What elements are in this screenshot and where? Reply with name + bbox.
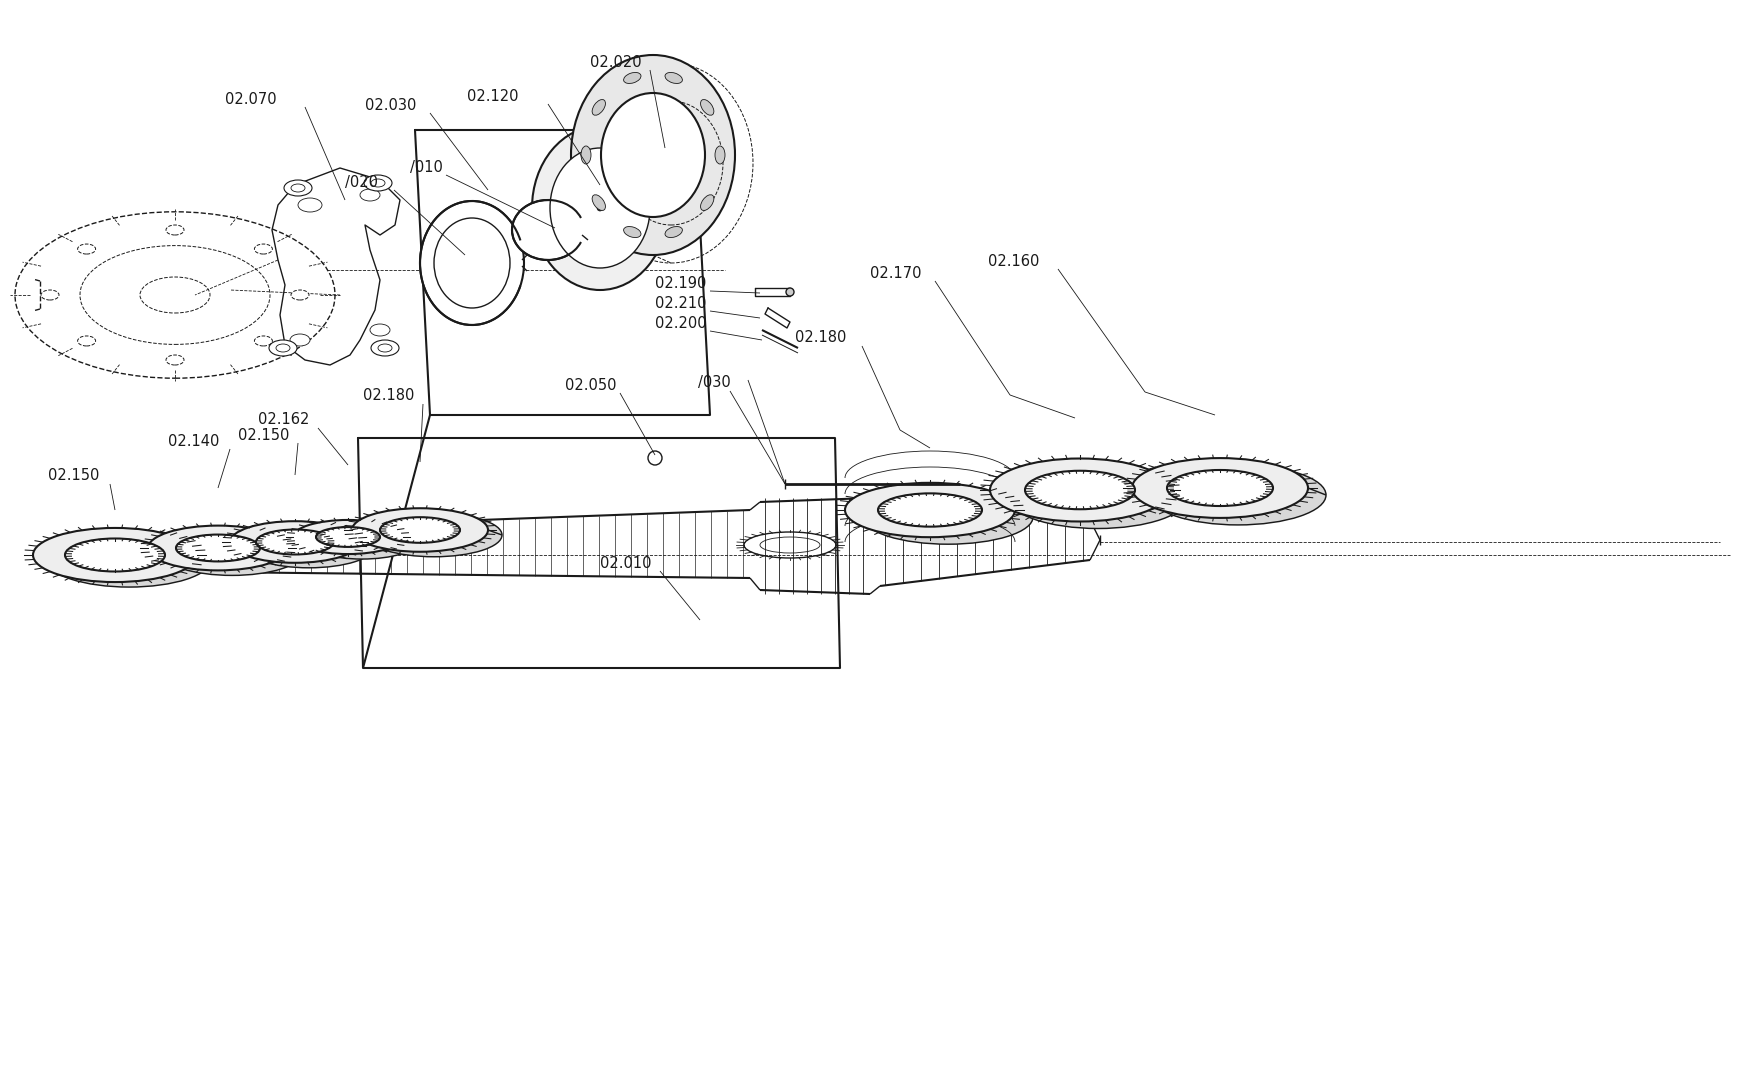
Ellipse shape [306, 525, 417, 559]
Ellipse shape [532, 126, 668, 290]
Ellipse shape [664, 73, 682, 83]
Ellipse shape [379, 517, 459, 542]
Text: 02.150: 02.150 [49, 469, 99, 484]
Ellipse shape [277, 343, 290, 352]
Ellipse shape [1149, 465, 1325, 525]
Text: 02.020: 02.020 [590, 55, 642, 70]
Ellipse shape [176, 535, 259, 562]
Text: 02.162: 02.162 [257, 413, 310, 428]
Text: 02.150: 02.150 [238, 428, 289, 443]
Ellipse shape [47, 533, 210, 587]
Ellipse shape [162, 531, 303, 576]
Ellipse shape [243, 526, 374, 568]
Ellipse shape [715, 146, 725, 164]
Text: 02.140: 02.140 [169, 433, 219, 448]
Ellipse shape [365, 514, 503, 556]
Ellipse shape [786, 288, 793, 296]
Ellipse shape [377, 343, 391, 352]
Ellipse shape [80, 246, 270, 345]
Ellipse shape [290, 184, 304, 192]
Ellipse shape [230, 521, 360, 563]
Ellipse shape [360, 189, 379, 201]
Text: 02.120: 02.120 [466, 89, 518, 104]
Text: /010: /010 [410, 159, 443, 174]
Ellipse shape [845, 483, 1014, 537]
Ellipse shape [148, 525, 289, 570]
Ellipse shape [270, 340, 297, 356]
Text: 02.180: 02.180 [795, 331, 845, 346]
Ellipse shape [647, 450, 661, 465]
Ellipse shape [701, 100, 713, 116]
Text: 02.070: 02.070 [224, 92, 277, 107]
Ellipse shape [989, 459, 1169, 521]
Ellipse shape [600, 93, 704, 217]
Ellipse shape [290, 290, 310, 300]
Text: 02.180: 02.180 [363, 388, 414, 403]
Text: 02.030: 02.030 [365, 97, 416, 112]
Ellipse shape [363, 175, 391, 192]
Ellipse shape [33, 528, 197, 582]
Ellipse shape [256, 530, 334, 554]
Ellipse shape [370, 340, 398, 356]
Text: 02.050: 02.050 [565, 378, 616, 393]
Text: /020: /020 [344, 174, 377, 189]
Ellipse shape [570, 55, 734, 255]
Ellipse shape [1024, 471, 1134, 509]
Ellipse shape [283, 180, 311, 196]
Ellipse shape [591, 195, 605, 211]
Ellipse shape [78, 336, 96, 346]
Ellipse shape [78, 244, 96, 254]
Ellipse shape [165, 355, 184, 365]
Text: /030: /030 [697, 376, 730, 391]
Ellipse shape [290, 334, 310, 346]
Text: 02.010: 02.010 [600, 555, 650, 570]
Ellipse shape [1007, 465, 1188, 529]
Ellipse shape [292, 520, 403, 554]
Ellipse shape [165, 225, 184, 235]
Ellipse shape [581, 146, 591, 164]
Ellipse shape [1132, 458, 1308, 518]
Ellipse shape [701, 195, 713, 211]
Ellipse shape [664, 227, 682, 238]
Text: 02.160: 02.160 [988, 254, 1038, 269]
Text: 02.210: 02.210 [654, 295, 706, 310]
Ellipse shape [1167, 470, 1273, 506]
Ellipse shape [433, 218, 510, 308]
Ellipse shape [254, 244, 273, 254]
Ellipse shape [64, 538, 165, 571]
Ellipse shape [550, 148, 650, 268]
Ellipse shape [370, 179, 384, 187]
Ellipse shape [878, 493, 981, 526]
Ellipse shape [511, 200, 584, 260]
Ellipse shape [42, 290, 59, 300]
Ellipse shape [16, 212, 336, 378]
Text: 02.170: 02.170 [870, 265, 922, 280]
Ellipse shape [370, 324, 390, 336]
Text: 02.200: 02.200 [654, 316, 706, 331]
Text: 02.190: 02.190 [654, 275, 706, 290]
Ellipse shape [591, 100, 605, 116]
Ellipse shape [863, 490, 1033, 545]
Ellipse shape [351, 508, 487, 552]
Ellipse shape [254, 336, 273, 346]
Ellipse shape [316, 528, 379, 547]
Ellipse shape [623, 227, 640, 238]
Ellipse shape [623, 73, 640, 83]
Ellipse shape [419, 201, 523, 325]
Ellipse shape [139, 277, 210, 314]
Ellipse shape [297, 198, 322, 212]
Ellipse shape [596, 205, 603, 211]
